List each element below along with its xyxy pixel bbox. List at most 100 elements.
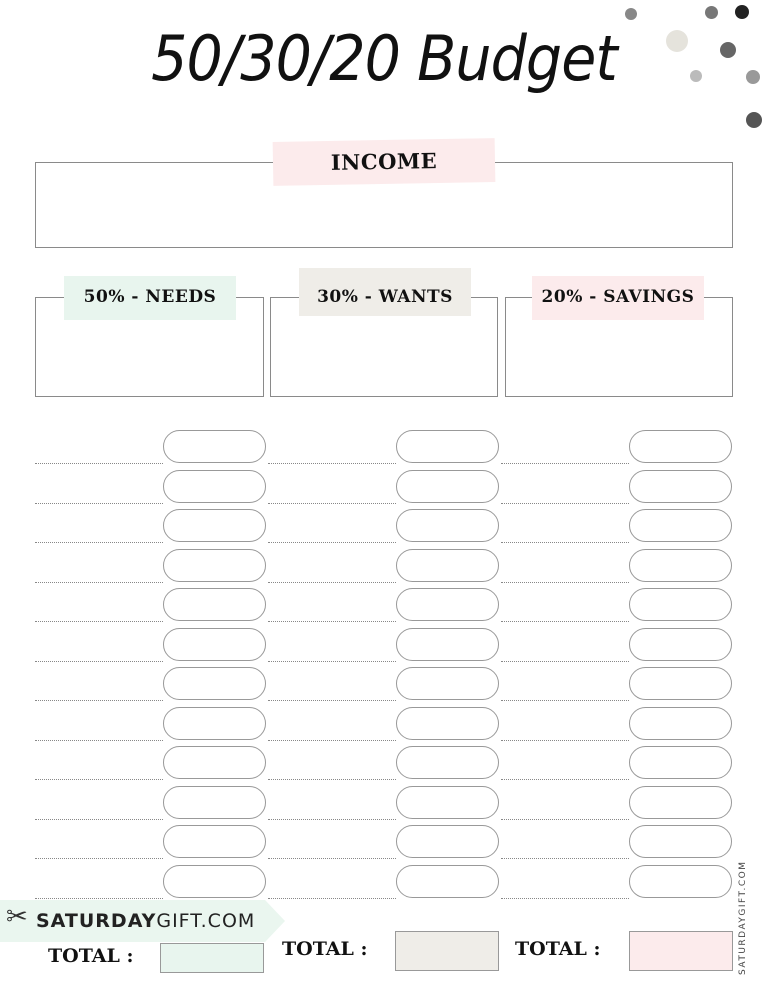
expense-name-line[interactable] (35, 700, 163, 701)
expense-amount-field[interactable] (629, 706, 732, 740)
expense-amount-field[interactable] (163, 430, 266, 463)
wants-label: 30% - WANTS (299, 268, 471, 316)
expense-name-line[interactable] (35, 621, 163, 622)
decorative-dot (666, 30, 688, 52)
expense-name-line[interactable] (268, 542, 396, 543)
expense-name-line[interactable] (35, 542, 163, 543)
expense-name-line[interactable] (501, 739, 629, 741)
expense-name-line[interactable] (268, 897, 396, 899)
expense-amount-field[interactable] (629, 785, 732, 819)
expense-name-line[interactable] (268, 660, 396, 662)
expense-amount-field[interactable] (629, 746, 732, 779)
expense-name-line[interactable] (268, 739, 396, 741)
income-label-text: INCOME (330, 148, 438, 175)
expense-amount-field[interactable] (396, 469, 499, 503)
wants-total-label: TOTAL : (282, 938, 368, 960)
decorative-dot (625, 8, 637, 20)
expense-name-line[interactable] (268, 621, 396, 622)
logo-text-light: GIFT.COM (156, 910, 256, 932)
expense-amount-field[interactable] (163, 746, 266, 779)
expense-name-line[interactable] (35, 502, 163, 504)
savings-label-text: 20% - SAVINGS (541, 287, 695, 307)
expense-amount-field[interactable] (163, 627, 266, 661)
wants-total-box[interactable] (395, 931, 499, 971)
decorative-dot (735, 5, 749, 19)
expense-name-line[interactable] (35, 463, 163, 464)
expense-name-line[interactable] (268, 779, 396, 780)
expense-name-line[interactable] (268, 581, 396, 583)
decorative-dot (720, 42, 736, 58)
expense-amount-field[interactable] (396, 509, 499, 542)
scissors-icon: ✂ (6, 902, 28, 932)
expense-amount-field[interactable] (396, 548, 499, 582)
savings-total-label: TOTAL : (515, 938, 601, 960)
expense-name-line[interactable] (501, 581, 629, 583)
expense-amount-field[interactable] (629, 588, 732, 621)
expense-amount-field[interactable] (396, 825, 499, 858)
income-label: INCOME (272, 138, 496, 186)
expense-amount-field[interactable] (396, 746, 499, 779)
needs-label: 50% - NEEDS (64, 276, 236, 320)
expense-name-line[interactable] (501, 818, 629, 820)
expense-amount-field[interactable] (396, 706, 499, 740)
expense-name-line[interactable] (268, 700, 396, 701)
expense-name-line[interactable] (501, 502, 629, 504)
expense-amount-field[interactable] (629, 469, 732, 503)
expense-name-line[interactable] (501, 660, 629, 662)
expense-amount-field[interactable] (629, 430, 732, 463)
logo-text: SATURDAYGIFT.COM (36, 910, 255, 932)
savings-label: 20% - SAVINGS (532, 276, 704, 320)
expense-amount-field[interactable] (163, 667, 266, 700)
expense-amount-field[interactable] (163, 864, 266, 898)
expense-name-line[interactable] (501, 621, 629, 622)
expense-amount-field[interactable] (629, 864, 732, 898)
expense-name-line[interactable] (501, 897, 629, 899)
expense-amount-field[interactable] (629, 825, 732, 858)
expense-name-line[interactable] (35, 897, 163, 899)
expense-amount-field[interactable] (396, 430, 499, 463)
wants-label-text: 30% - WANTS (317, 287, 453, 307)
expense-name-line[interactable] (35, 739, 163, 741)
expense-amount-field[interactable] (163, 706, 266, 740)
expense-amount-field[interactable] (629, 627, 732, 661)
expense-amount-field[interactable] (396, 785, 499, 819)
needs-total-label: TOTAL : (48, 945, 134, 967)
expense-name-line[interactable] (35, 660, 163, 662)
expense-amount-field[interactable] (396, 627, 499, 661)
expense-name-line[interactable] (501, 779, 629, 780)
page-title: 50/30/20 Budget (151, 22, 618, 95)
expense-amount-field[interactable] (163, 509, 266, 542)
expense-amount-field[interactable] (396, 864, 499, 898)
expense-amount-field[interactable] (163, 785, 266, 819)
needs-total-box[interactable] (160, 943, 264, 973)
expense-name-line[interactable] (501, 463, 629, 464)
vertical-brand-text: SATURDAYGIFT.COM (738, 860, 748, 975)
needs-label-text: 50% - NEEDS (83, 287, 217, 307)
expense-amount-field[interactable] (629, 548, 732, 582)
expense-name-line[interactable] (35, 779, 163, 780)
expense-amount-field[interactable] (163, 825, 266, 858)
logo-banner (0, 900, 285, 942)
expense-name-line[interactable] (35, 858, 163, 859)
decorative-dot (746, 70, 760, 84)
expense-name-line[interactable] (268, 858, 396, 859)
expense-name-line[interactable] (35, 818, 163, 820)
expense-amount-field[interactable] (163, 588, 266, 621)
expense-amount-field[interactable] (629, 667, 732, 700)
expense-name-line[interactable] (268, 502, 396, 504)
expense-amount-field[interactable] (396, 667, 499, 700)
expense-name-line[interactable] (35, 581, 163, 583)
expense-amount-field[interactable] (163, 469, 266, 503)
savings-total-box[interactable] (629, 931, 733, 971)
logo-text-bold: SATURDAY (36, 910, 157, 932)
expense-name-line[interactable] (501, 858, 629, 859)
expense-amount-field[interactable] (163, 548, 266, 582)
decorative-dot (746, 112, 762, 128)
expense-name-line[interactable] (501, 542, 629, 543)
expense-amount-field[interactable] (629, 509, 732, 542)
expense-name-line[interactable] (268, 818, 396, 820)
expense-name-line[interactable] (268, 463, 396, 464)
decorative-dot (690, 70, 702, 82)
expense-name-line[interactable] (501, 700, 629, 701)
expense-amount-field[interactable] (396, 588, 499, 621)
